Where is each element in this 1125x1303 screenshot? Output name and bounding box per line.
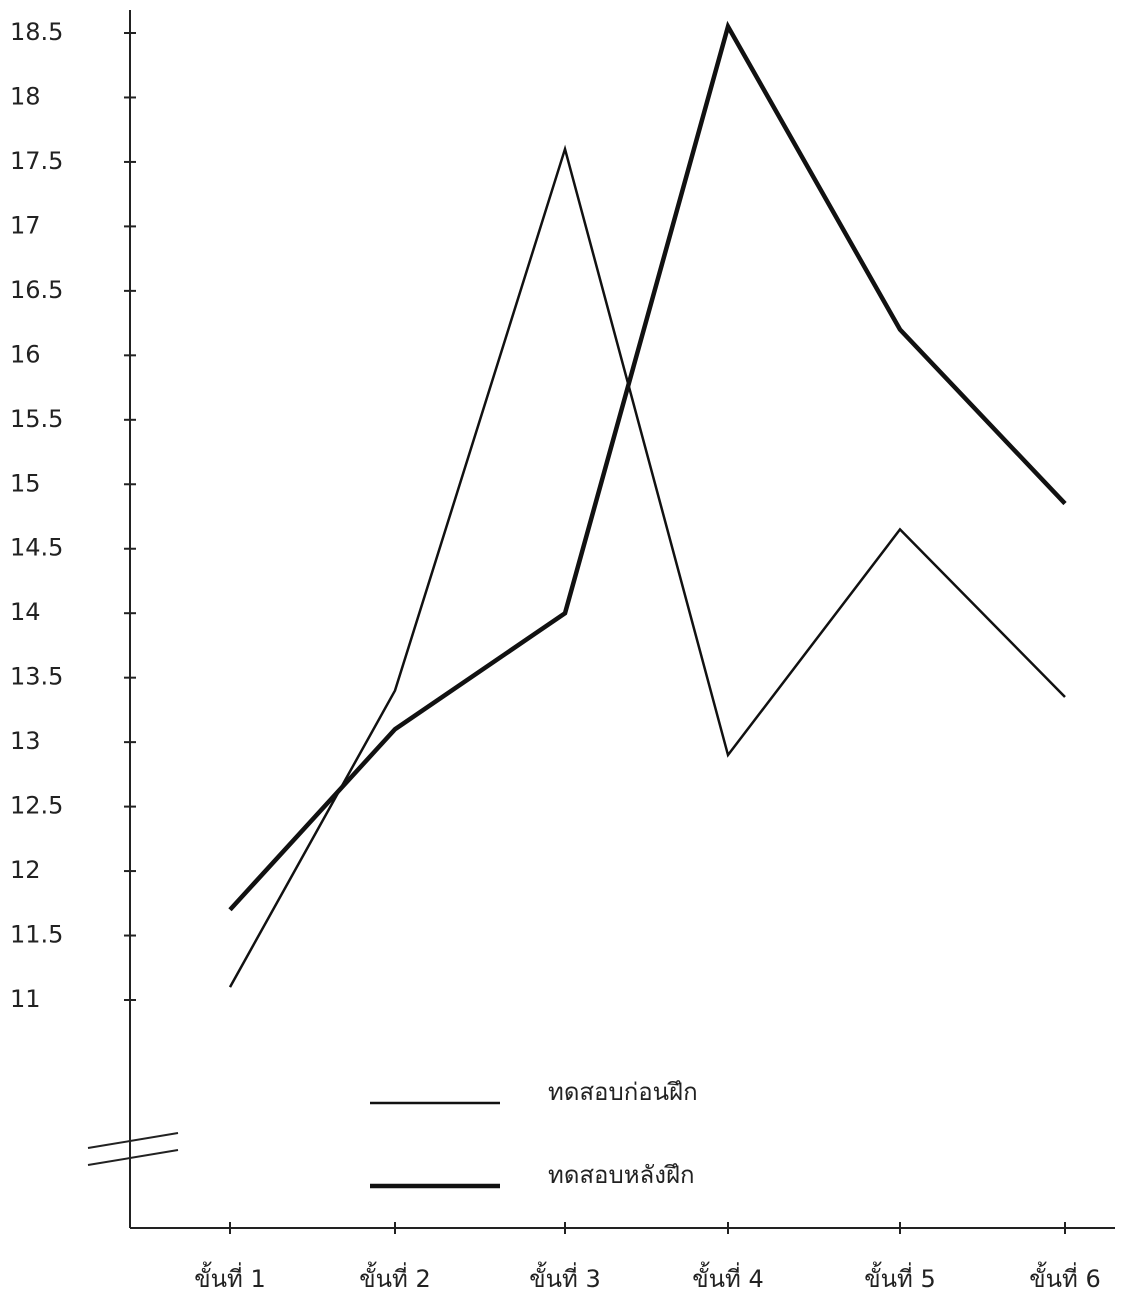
y-tick-label: 13.5 [10,663,63,691]
axis-break [87,1149,179,1166]
y-tick-label: 16.5 [10,276,63,304]
x-tick-label: ขั้นที่ 1 [194,1261,266,1293]
y-tick-label: 17 [10,211,41,239]
y-tick-label: 18 [10,82,41,110]
x-tick-label: ขั้นที่ 5 [864,1261,936,1293]
axis-break [87,1132,179,1149]
y-tick-label: 15 [10,469,41,497]
legend-label: ทดสอบก่อนฝึก [548,1078,698,1106]
series-line [228,144,1066,988]
y-tick-label: 15.5 [10,405,63,433]
y-tick-label: 12 [10,856,41,884]
y-tick-label: 18.5 [10,18,63,46]
x-tick-label: ขั้นที่ 6 [1029,1261,1101,1293]
y-tick-label: 13 [10,727,41,755]
y-tick-label: 11 [10,985,41,1013]
y-tick-label: 12.5 [10,792,63,820]
x-tick-label: ขั้นที่ 2 [359,1261,431,1293]
y-tick-label: 17.5 [10,147,63,175]
y-tick-label: 11.5 [10,921,63,949]
y-tick-label: 14 [10,598,41,626]
x-tick-label: ขั้นที่ 4 [692,1261,764,1293]
legend-label: ทดสอบหลังฝึก [548,1161,695,1189]
y-tick-label: 14.5 [10,534,63,562]
y-tick-label: 16 [10,340,41,368]
series-line [228,20,1067,912]
x-tick-label: ขั้นที่ 3 [529,1261,601,1293]
